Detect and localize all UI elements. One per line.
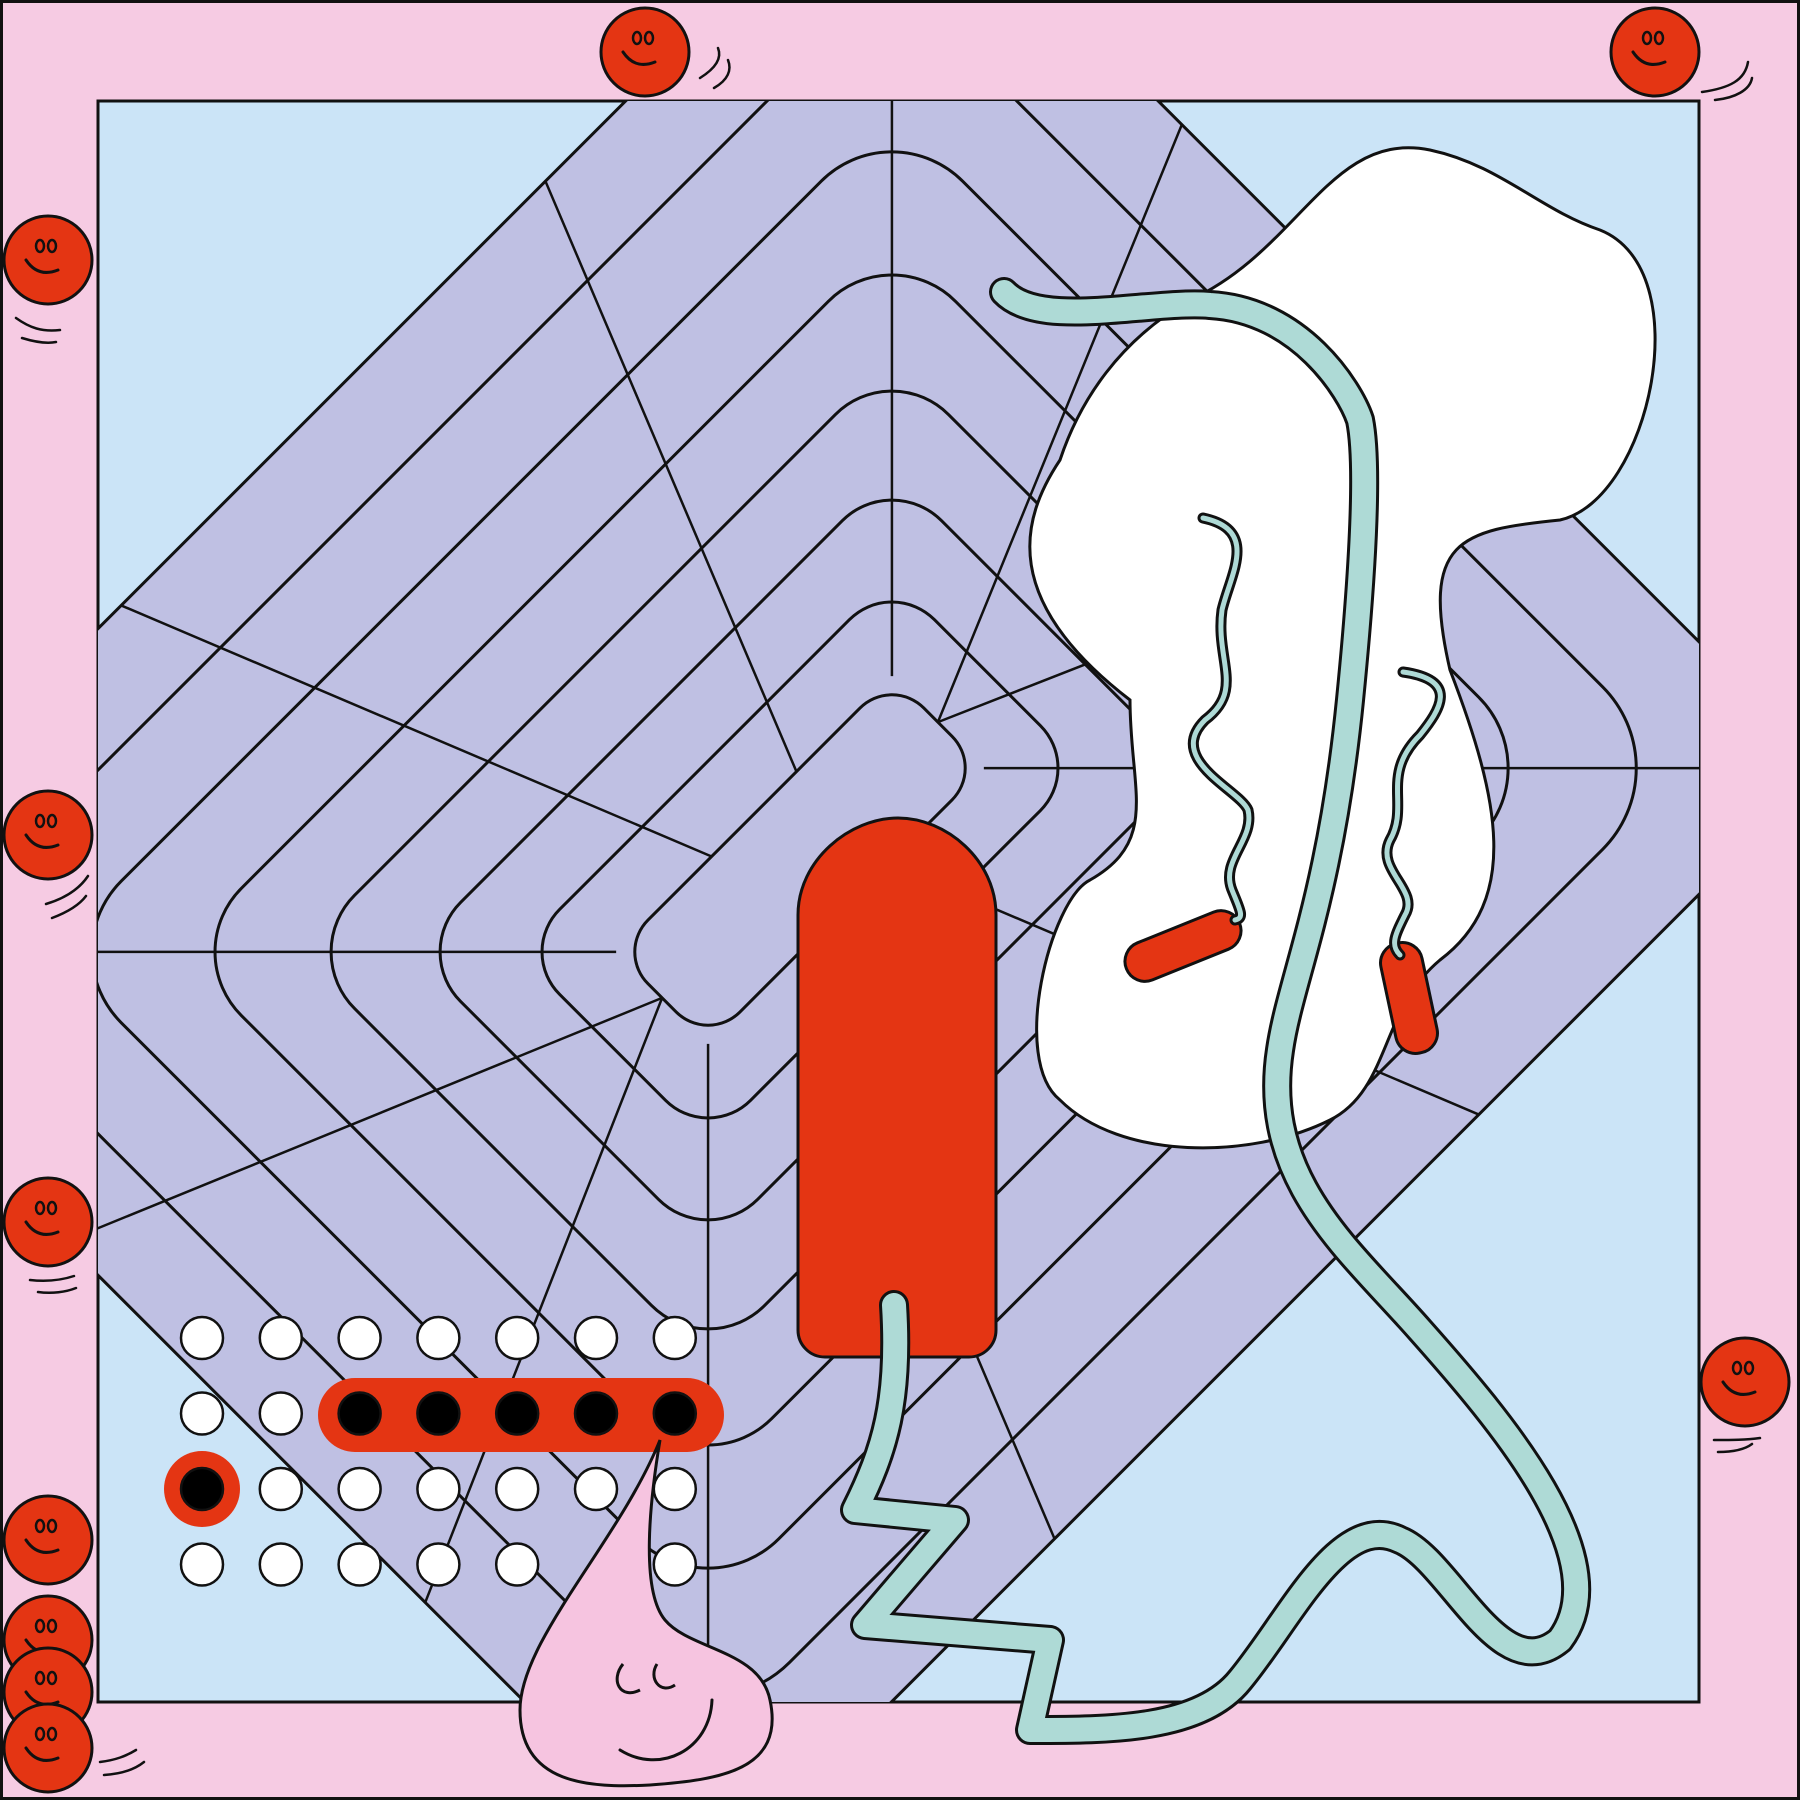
smiley-ball-icon <box>599 6 691 98</box>
smiling-drop-icon <box>518 1439 774 1788</box>
dot-empty <box>337 1542 382 1587</box>
dot-empty <box>573 1315 619 1361</box>
dot-filled <box>573 1391 619 1436</box>
dot-filled <box>337 1391 382 1436</box>
dot-empty <box>416 1542 461 1587</box>
dot-grid <box>164 1315 724 1587</box>
dot-empty <box>337 1466 382 1512</box>
squiggle-left-inner <box>1190 515 1252 923</box>
smiley-ball-icon <box>2 789 94 881</box>
dot-empty <box>337 1315 382 1361</box>
squiggle-right-inner <box>1384 669 1443 958</box>
smiley-ball-icon <box>1609 6 1701 98</box>
mint-tube-upper-inner <box>843 280 1589 1742</box>
dot-empty <box>573 1466 619 1512</box>
dot-empty <box>258 1542 304 1587</box>
smiley-ball-icon <box>2 1702 94 1794</box>
dot-filled <box>494 1391 540 1436</box>
dot-empty <box>258 1391 304 1436</box>
smiley-ball-icon <box>1699 1336 1791 1428</box>
dot-empty <box>179 1542 225 1587</box>
dot-empty <box>652 1542 698 1587</box>
dot-empty <box>258 1466 304 1512</box>
dot-filled <box>416 1391 461 1436</box>
dot-empty <box>494 1542 540 1587</box>
red-capsule <box>796 816 998 1359</box>
dot-empty <box>179 1391 225 1436</box>
dot-empty <box>494 1466 540 1512</box>
smiley-ball-icon <box>2 1176 94 1268</box>
dot-empty <box>494 1315 540 1361</box>
dot-empty <box>652 1466 698 1512</box>
dot-empty <box>416 1315 461 1361</box>
smiley-ball-icon <box>2 1494 94 1586</box>
dot-empty <box>652 1315 698 1361</box>
dot-filled <box>179 1466 225 1512</box>
dot-empty <box>258 1315 304 1361</box>
motion-marks <box>14 46 1762 1777</box>
dot-filled <box>652 1391 698 1436</box>
smiley-ball-icon <box>2 214 94 306</box>
dot-empty <box>416 1466 461 1512</box>
dot-empty <box>179 1315 225 1361</box>
